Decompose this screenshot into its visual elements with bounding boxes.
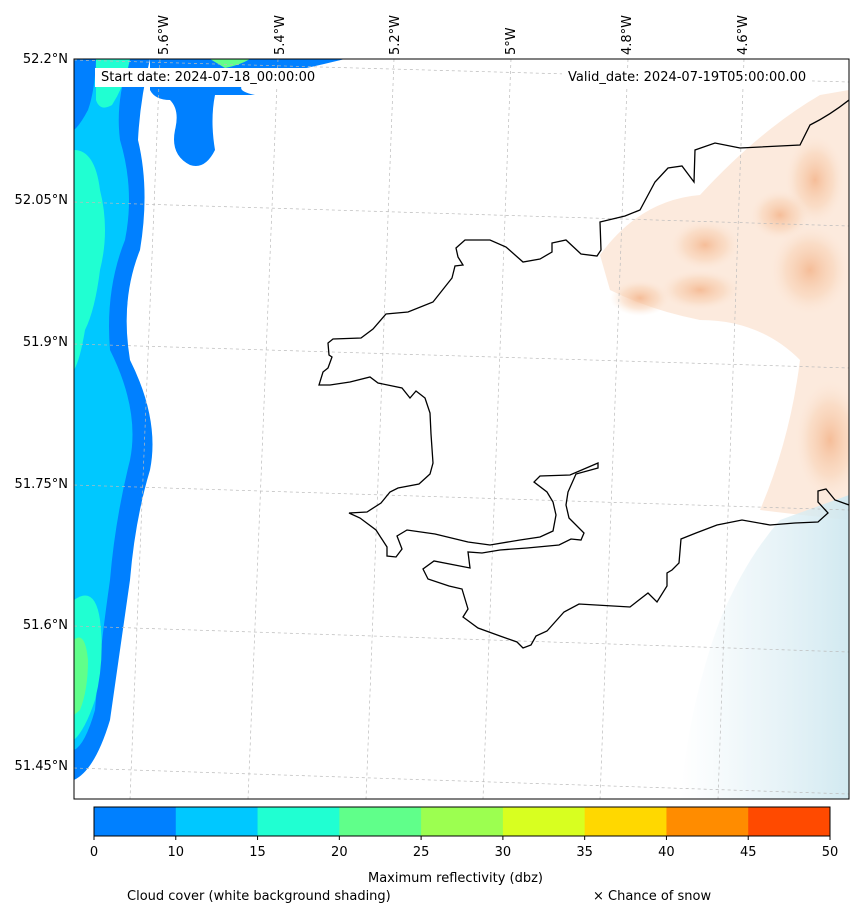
start-date-label: Start date: 2024-07-18_00:00:00 <box>95 68 322 87</box>
colorbar-label: Maximum reflectivity (dbz) <box>368 871 543 886</box>
colorbar-segment <box>584 807 667 836</box>
colorbar-tick-label: 40 <box>658 845 675 860</box>
lat-label-51-45n: 51.45°N <box>14 759 68 774</box>
valid-date-label: Valid_date: 2024-07-19T05:00:00.00 <box>562 68 813 87</box>
colorbar-tick-label: 0 <box>89 845 99 860</box>
map-border <box>73 58 850 800</box>
colorbar-tick-label: 35 <box>576 845 593 860</box>
colorbar-tick-label: 20 <box>331 845 348 860</box>
cloud-cover-shading-se <box>680 495 849 799</box>
colorbar-tick-label: 10 <box>167 845 185 860</box>
lon-label-4-8w: 4.8°W <box>620 14 635 55</box>
colorbar-tick-label: 50 <box>821 845 839 860</box>
colorbar-segment <box>339 807 422 836</box>
coastline <box>318 99 849 649</box>
colorbar-segment <box>175 807 259 836</box>
lon-label-5w: 5°W <box>504 27 519 55</box>
snow-legend: × Chance of snow <box>593 889 712 904</box>
colorbar-segment <box>257 807 340 836</box>
cloud-cover-shading-ne <box>600 90 849 520</box>
colorbar-segment <box>666 807 749 836</box>
lat-label-51-75n: 51.75°N <box>14 477 68 492</box>
lon-label-5-6w: 5.6°W <box>157 14 172 55</box>
cloud-cover-legend: Cloud cover (white background shading) <box>127 889 391 904</box>
colorbar-segment <box>421 807 504 836</box>
colorbar <box>93 806 831 840</box>
lat-label-51-9n: 51.9°N <box>22 335 68 350</box>
lon-label-5-2w: 5.2°W <box>388 14 403 55</box>
colorbar-segment <box>502 807 586 836</box>
colorbar-tick-label: 30 <box>494 845 512 860</box>
lon-label-5-4w: 5.4°W <box>273 14 288 55</box>
lat-label-51-6n: 51.6°N <box>22 618 68 633</box>
colorbar-border <box>93 806 831 837</box>
lon-label-4-6w: 4.6°W <box>736 14 751 55</box>
colorbar-tick-label: 15 <box>249 845 266 860</box>
lat-label-52-05n: 52.05°N <box>14 193 68 208</box>
colorbar-segment <box>94 807 177 836</box>
colorbar-tick-label: 45 <box>739 845 757 860</box>
lat-label-52-2n: 52.2°N <box>22 52 68 67</box>
reflectivity-field <box>74 59 345 780</box>
colorbar-tick-label: 25 <box>412 845 430 860</box>
colorbar-segment <box>748 807 831 836</box>
